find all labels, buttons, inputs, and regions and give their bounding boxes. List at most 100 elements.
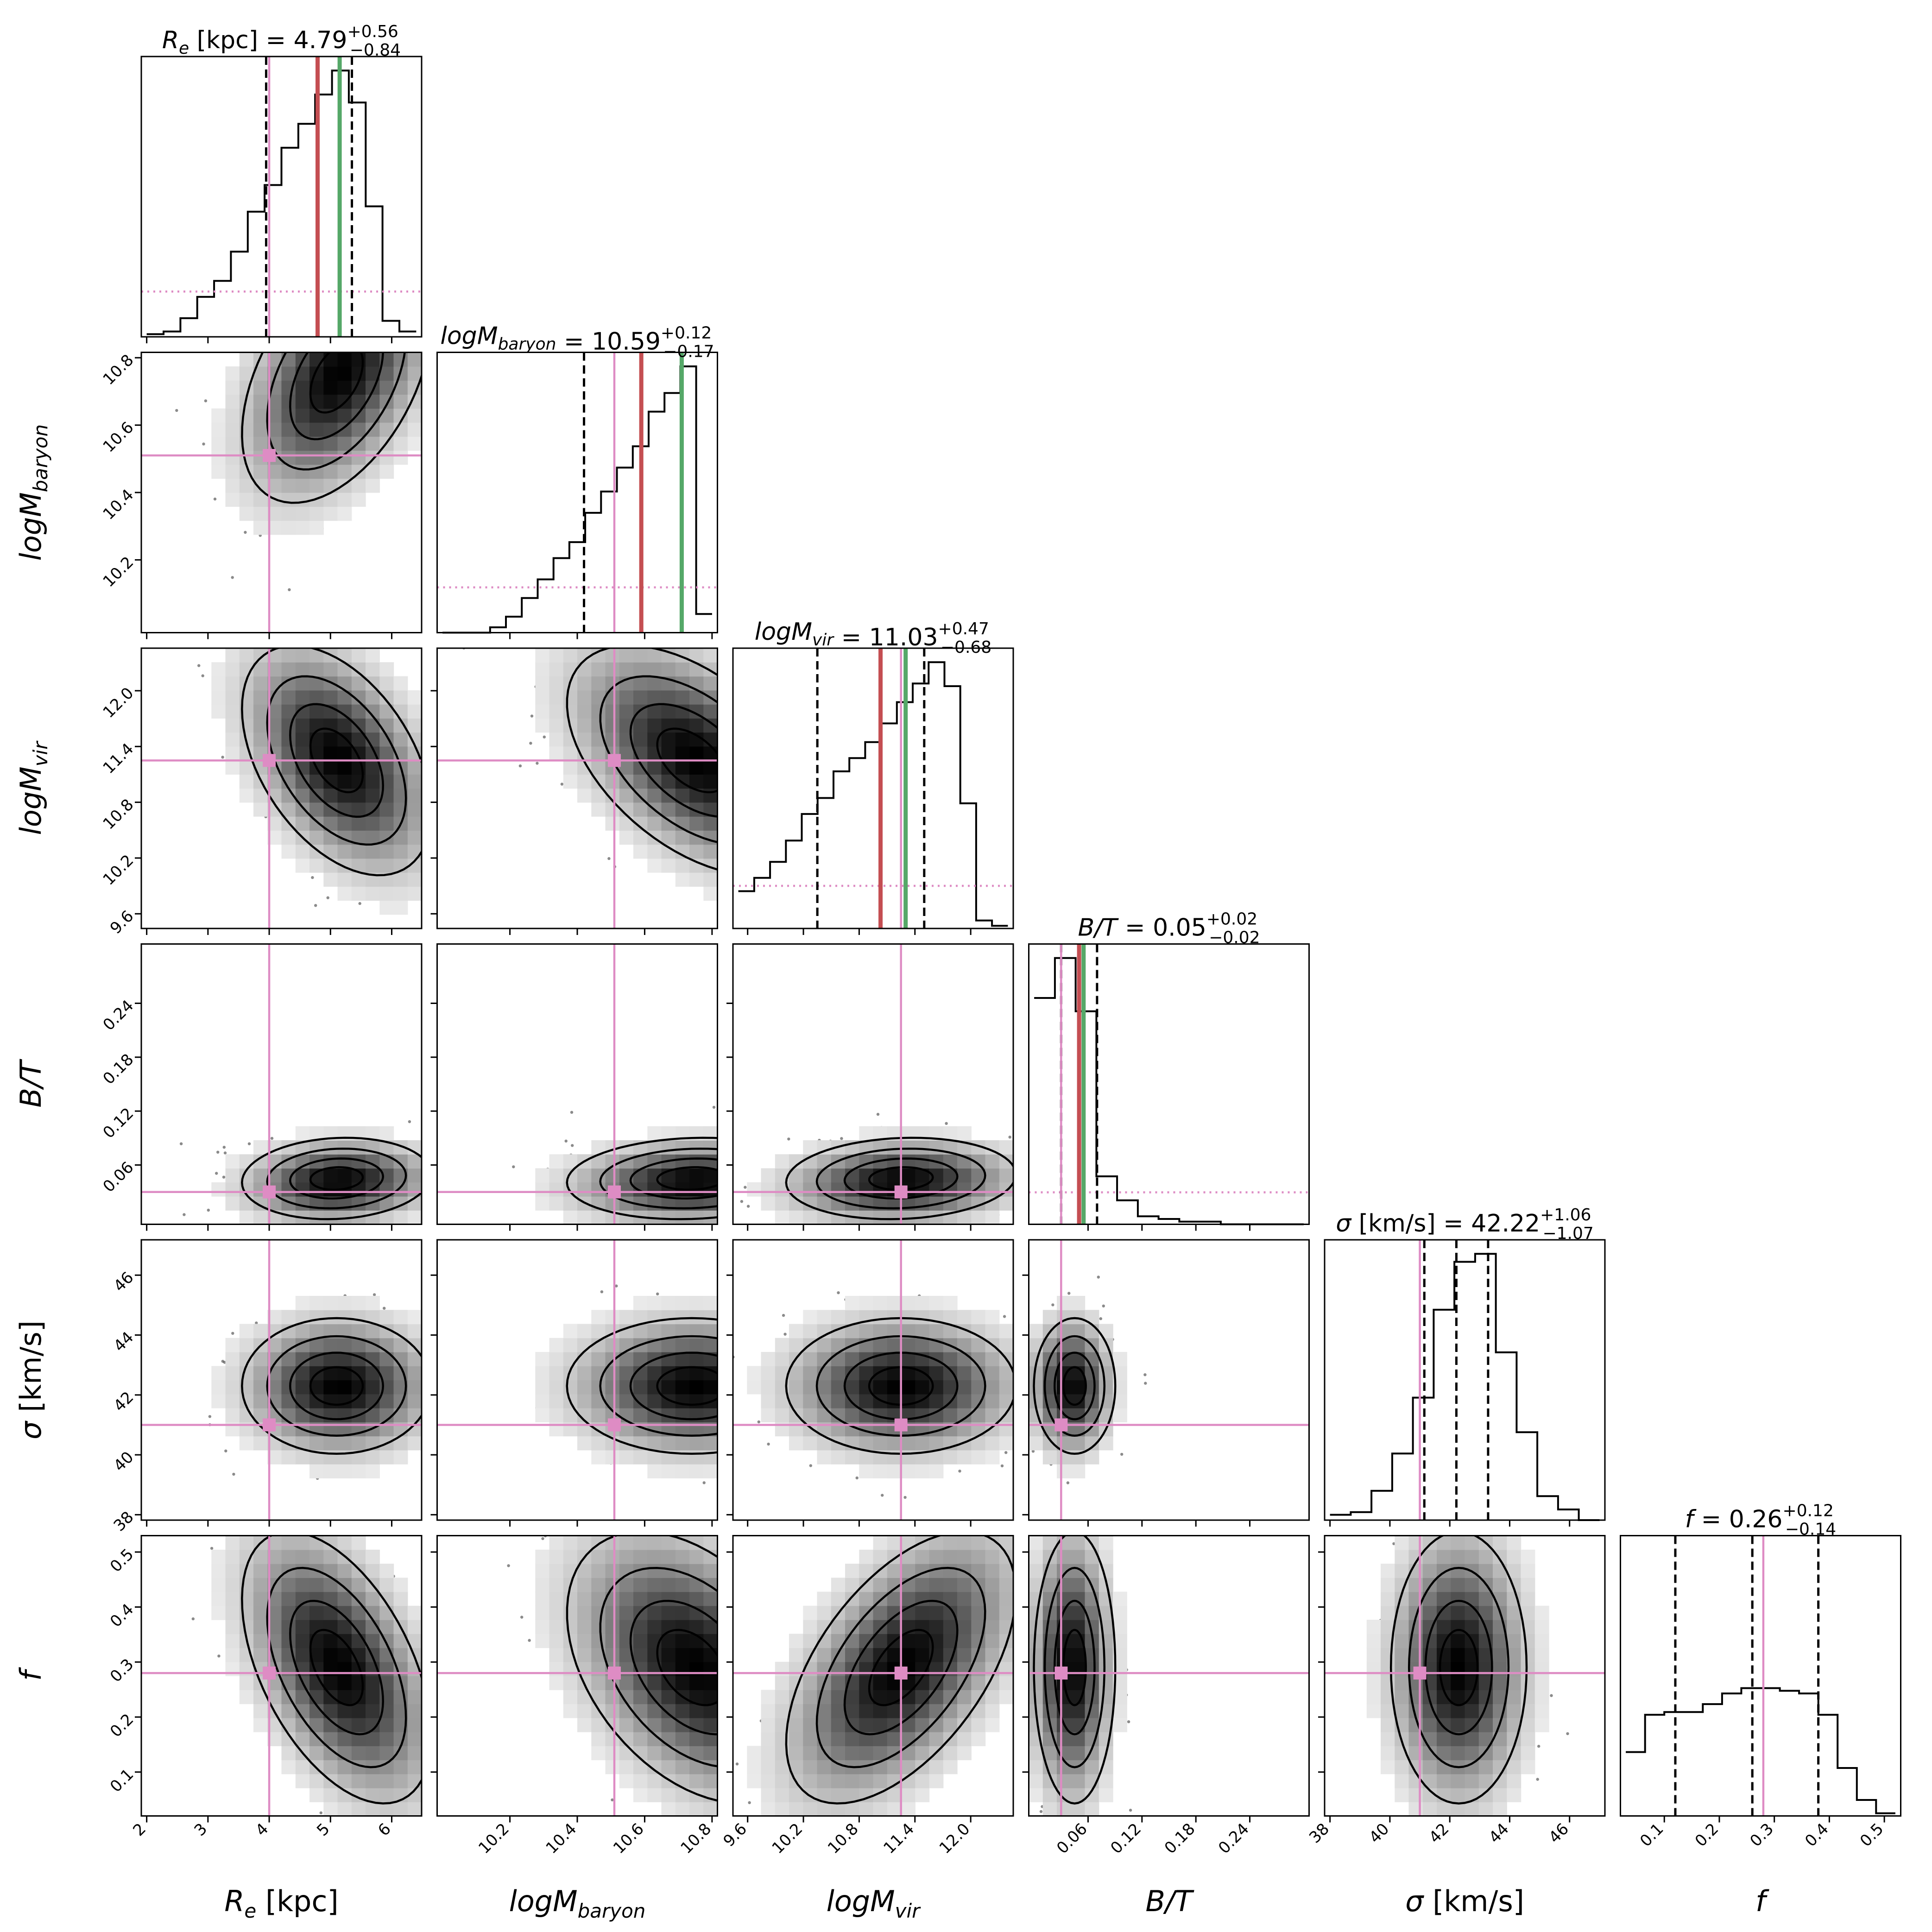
density-cell xyxy=(689,1168,704,1183)
density-cell xyxy=(577,1168,592,1183)
scatter-point xyxy=(1043,1824,1046,1826)
density-cell xyxy=(675,690,690,705)
density-cell xyxy=(985,1704,1000,1718)
density-cell xyxy=(1534,1717,1549,1732)
density-cell xyxy=(577,1591,592,1606)
density-cell xyxy=(901,1154,915,1169)
panel-2d-f-vs-Re xyxy=(140,1494,455,1817)
density-cell xyxy=(619,1746,634,1761)
density-cell xyxy=(225,746,240,761)
density-cell xyxy=(605,1380,620,1395)
density-cell xyxy=(831,1704,846,1718)
density-cell xyxy=(211,1591,226,1606)
scatter-point xyxy=(520,1616,524,1619)
density-cell xyxy=(563,1196,578,1211)
density-cell xyxy=(943,1408,958,1422)
density-cell xyxy=(605,816,620,831)
density-cell xyxy=(703,1648,718,1662)
density-cell xyxy=(309,1605,324,1620)
density-cell xyxy=(929,1591,944,1606)
density-cell xyxy=(943,1620,958,1634)
density-cell xyxy=(281,1408,296,1422)
density-cell xyxy=(901,1436,915,1451)
density-cell xyxy=(253,1634,268,1648)
density-cell xyxy=(1451,1535,1465,1550)
y-tick-label: 10.4 xyxy=(100,486,138,524)
density-cell xyxy=(1451,1717,1465,1732)
density-cell xyxy=(999,1676,1013,1690)
panel-hist-sigma: σ [km/s] = 42.22+1.06 −1.07 xyxy=(1324,1206,1606,1521)
scatter-point xyxy=(202,442,205,446)
y-tick-label: 38 xyxy=(110,1508,138,1535)
density-cell xyxy=(379,1450,394,1465)
scatter-point xyxy=(678,1236,681,1238)
density-cell xyxy=(1395,1648,1409,1662)
density-cell xyxy=(379,1746,394,1761)
density-cell xyxy=(1029,1380,1043,1395)
contour-line xyxy=(289,1351,384,1421)
scatter-point xyxy=(837,1226,840,1229)
density-cell xyxy=(366,1732,380,1746)
density-cell xyxy=(351,1366,366,1381)
density-cell xyxy=(803,1717,818,1732)
density-cell xyxy=(703,1676,718,1690)
density-cell xyxy=(605,1366,620,1381)
scatter-point xyxy=(284,1494,287,1497)
density-cell xyxy=(211,1578,226,1592)
density-cell xyxy=(323,1168,338,1183)
density-cell xyxy=(225,1549,240,1564)
scatter-point xyxy=(1392,1542,1395,1546)
scatter-point xyxy=(1023,1363,1026,1366)
density-cell xyxy=(761,1394,776,1408)
scatter-point xyxy=(529,742,532,745)
density-cell xyxy=(999,1591,1013,1606)
density-cell xyxy=(661,1324,676,1339)
scatter-point xyxy=(1536,1778,1539,1781)
density-cell xyxy=(675,1634,690,1648)
density-cell xyxy=(647,1788,662,1802)
scatter-point xyxy=(314,904,317,907)
x-tick-label: 0.12 xyxy=(1107,1820,1145,1858)
density-cell xyxy=(379,1788,394,1802)
density-cell xyxy=(675,760,690,775)
density-cell xyxy=(253,1436,268,1451)
scatter-point xyxy=(1097,1275,1100,1279)
density-cell xyxy=(971,1352,986,1366)
density-cell xyxy=(1071,1464,1086,1478)
contour-line xyxy=(1439,1629,1479,1706)
scatter-point xyxy=(791,909,794,912)
density-cell xyxy=(619,648,634,663)
density-cell xyxy=(407,408,422,423)
density-cell xyxy=(351,718,366,733)
scatter-point xyxy=(1007,1465,1010,1467)
density-cell xyxy=(563,648,578,663)
density-cell xyxy=(661,1464,676,1478)
density-cell xyxy=(393,1450,408,1465)
density-cell xyxy=(1521,1760,1535,1774)
density-cell xyxy=(1085,1380,1099,1395)
density-cell xyxy=(985,1690,1000,1705)
density-cell xyxy=(1422,1717,1437,1732)
density-cell xyxy=(379,1620,394,1634)
density-cell xyxy=(323,1380,338,1395)
density-cell xyxy=(985,1154,1000,1169)
density-cell xyxy=(661,1338,676,1352)
density-cell xyxy=(605,1352,620,1366)
density-cell xyxy=(253,1380,268,1395)
density-cell xyxy=(577,1620,592,1634)
density-cell xyxy=(591,1310,606,1325)
density-cell xyxy=(281,1620,296,1634)
density-cell xyxy=(789,1338,803,1352)
density-cell xyxy=(985,1436,1000,1451)
scatter-point xyxy=(224,1449,227,1452)
scatter-point xyxy=(452,1736,455,1738)
density-cell xyxy=(633,1168,648,1183)
density-cell xyxy=(295,1634,310,1648)
density-cell xyxy=(309,1464,324,1478)
contour-line xyxy=(599,1335,718,1437)
density-cell xyxy=(1071,1296,1086,1310)
density-cell xyxy=(563,1154,578,1169)
contour-line xyxy=(289,1599,384,1736)
density-cell xyxy=(1057,1549,1071,1564)
panel-frame xyxy=(436,352,718,633)
